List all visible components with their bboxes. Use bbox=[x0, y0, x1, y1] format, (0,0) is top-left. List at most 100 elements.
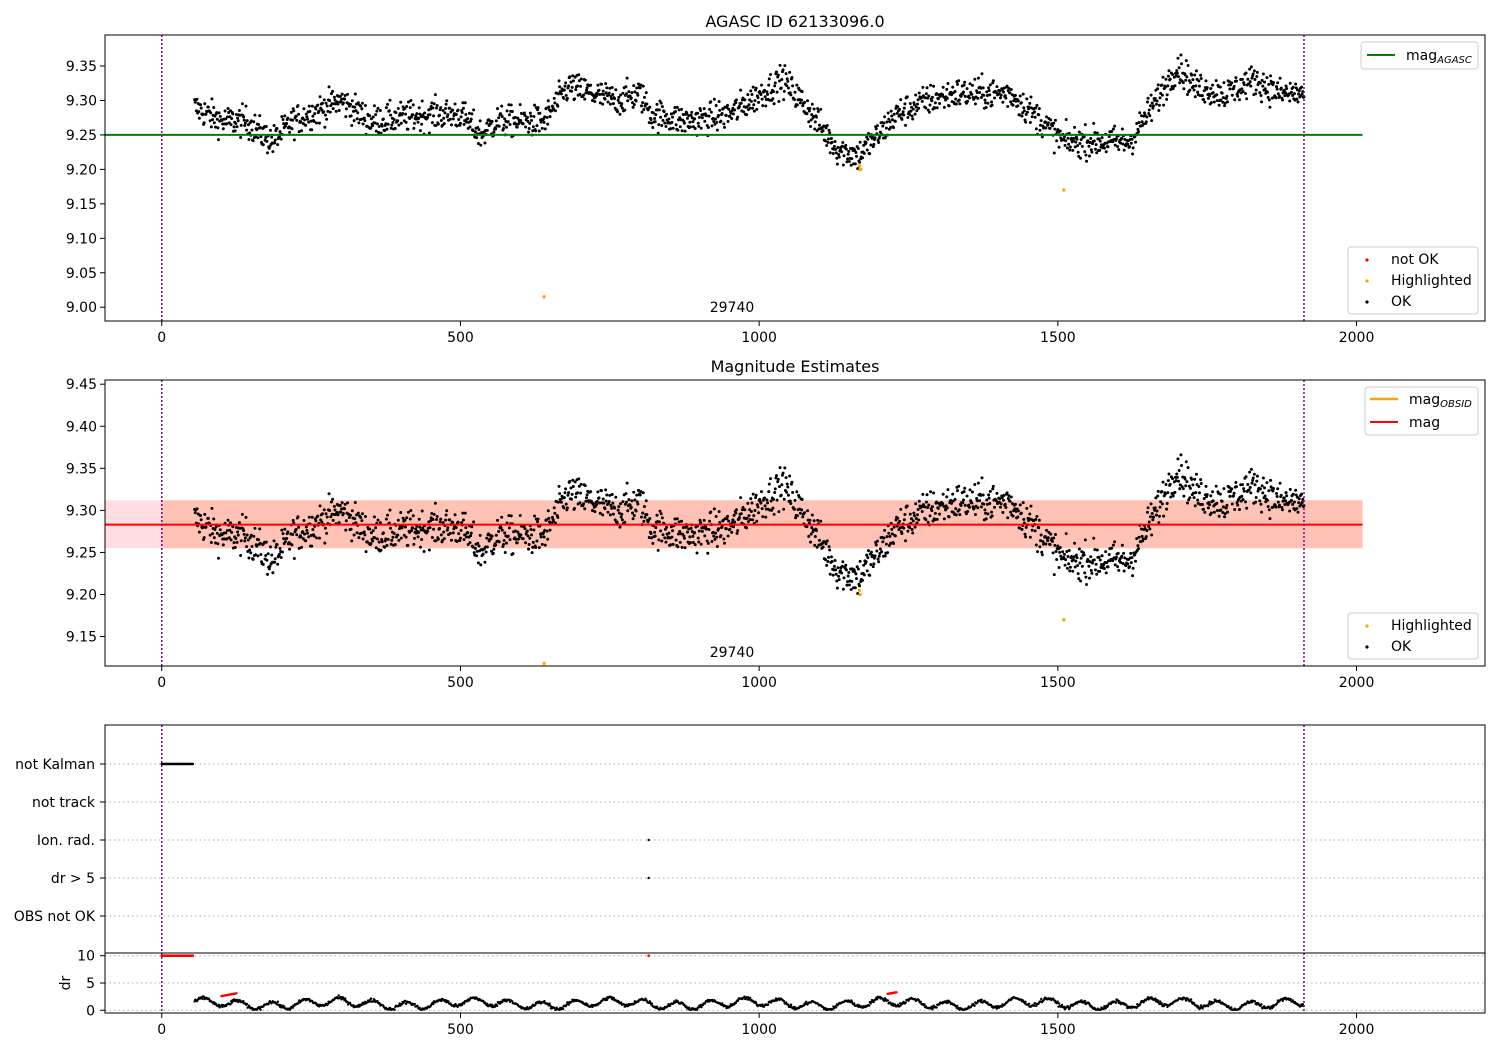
estimates-ok-point bbox=[887, 531, 891, 535]
estimates-ok-point bbox=[830, 560, 834, 564]
dr-point bbox=[207, 997, 211, 1001]
estimates-ok-point bbox=[875, 539, 879, 543]
estimates-ok-point bbox=[599, 489, 603, 493]
dr-point bbox=[852, 1002, 856, 1005]
estimates-ok-point bbox=[1269, 485, 1273, 489]
estimates-ok-point bbox=[764, 515, 768, 519]
estimates-ok-point bbox=[506, 534, 510, 538]
estimates-ok-point bbox=[987, 493, 991, 497]
agasc-ok-point bbox=[624, 85, 628, 89]
agasc-ok-point bbox=[515, 125, 519, 129]
estimates-ok-point bbox=[361, 537, 365, 541]
agasc-ok-point bbox=[886, 111, 890, 115]
estimates-ok-point bbox=[426, 529, 430, 533]
agasc-ok-point bbox=[1241, 90, 1245, 94]
agasc-ok-point bbox=[1175, 69, 1179, 73]
agasc-ok-point bbox=[872, 142, 876, 146]
estimates-ok-point bbox=[288, 547, 292, 551]
estimates-ok-point bbox=[760, 507, 764, 511]
agasc-ok-point bbox=[1240, 87, 1244, 91]
estimates-ok-point bbox=[300, 545, 304, 549]
estimates-ok-point bbox=[1246, 482, 1250, 486]
estimates-ok-point bbox=[1029, 504, 1033, 508]
estimates-ok-point bbox=[1283, 499, 1287, 503]
estimates-ok-point bbox=[1205, 493, 1209, 497]
estimates-ok-point bbox=[815, 529, 819, 533]
agasc-ok-point bbox=[406, 127, 410, 131]
estimates-ok-point bbox=[452, 527, 456, 531]
agasc-ok-point bbox=[1039, 123, 1043, 127]
estimates-ok-point bbox=[980, 476, 984, 480]
estimates-ok-point bbox=[1151, 518, 1155, 522]
agasc-ok-point bbox=[1080, 144, 1084, 148]
estimates-ok-point bbox=[336, 513, 340, 517]
agasc-ok-point bbox=[613, 97, 617, 101]
agasc-ok-point bbox=[289, 110, 293, 114]
agasc-ok-point bbox=[464, 120, 468, 124]
agasc-ok-point bbox=[1168, 77, 1172, 81]
estimates-ok-point bbox=[743, 508, 747, 512]
agasc-ok-point bbox=[824, 126, 828, 130]
estimates-ok-point bbox=[1028, 535, 1032, 539]
agasc-ok-point bbox=[677, 108, 681, 112]
agasc-ok-point bbox=[729, 111, 733, 115]
estimates-ok-point bbox=[548, 528, 552, 532]
estimates-ok-point bbox=[1038, 545, 1042, 549]
agasc-ok-point bbox=[1033, 115, 1037, 119]
agasc-ok-point bbox=[914, 105, 918, 109]
estimates-ok-point bbox=[834, 572, 838, 576]
estimates-ok-point bbox=[1242, 487, 1246, 491]
agasc-ok-point bbox=[1221, 96, 1225, 100]
estimates-ok-point bbox=[805, 525, 809, 529]
agasc-ok-point bbox=[710, 124, 714, 128]
estimates-ok-point bbox=[239, 554, 243, 558]
estimates-ok-point bbox=[1024, 535, 1028, 539]
estimates-ok-point bbox=[511, 552, 515, 556]
agasc-point-legend-box bbox=[1347, 246, 1479, 315]
agasc-ok-point bbox=[559, 92, 563, 96]
agasc-ok-point bbox=[1007, 86, 1011, 90]
estimates-ok-point bbox=[311, 527, 315, 531]
agasc-ok-point bbox=[979, 96, 983, 100]
agasc-ok-point bbox=[349, 102, 353, 106]
estimates-ok-point bbox=[1045, 528, 1049, 532]
estimates-ok-point bbox=[1054, 550, 1058, 554]
estimates-ok-point bbox=[1077, 547, 1081, 551]
agasc-ytick-label: 9.05 bbox=[66, 266, 97, 282]
estimates-ok-point bbox=[1249, 467, 1253, 471]
agasc-ok-point bbox=[376, 106, 380, 110]
estimates-ok-point bbox=[908, 512, 912, 516]
estimates-ok-point bbox=[929, 490, 933, 494]
agasc-ok-point bbox=[283, 114, 287, 118]
estimates-ok-point bbox=[835, 579, 839, 583]
estimates-ok-point bbox=[979, 493, 983, 497]
estimates-ok-point bbox=[283, 527, 287, 531]
estimates-ok-point bbox=[653, 534, 657, 538]
estimates-ok-point bbox=[619, 502, 623, 506]
estimates-ok-point bbox=[566, 493, 570, 497]
agasc-ok-point bbox=[883, 136, 887, 140]
estimates-ok-point bbox=[696, 536, 700, 540]
dr-point bbox=[368, 1000, 371, 1003]
estimates-ok-point bbox=[654, 526, 658, 530]
agasc-ok-point bbox=[1013, 93, 1017, 97]
agasc-ok-point bbox=[573, 97, 577, 101]
agasc-ok-point bbox=[589, 83, 593, 87]
dr-point bbox=[956, 1004, 959, 1008]
agasc-ok-point bbox=[1205, 86, 1209, 90]
estimates-ok-point bbox=[245, 545, 249, 549]
estimates-ok-point bbox=[1040, 550, 1044, 554]
estimates-ok-point bbox=[353, 501, 357, 505]
estimates-ok-point bbox=[573, 506, 577, 510]
agasc-ok-point bbox=[616, 110, 620, 114]
agasc-ok-point bbox=[773, 81, 777, 85]
agasc-ok-point bbox=[715, 128, 719, 132]
estimates-ok-point bbox=[723, 541, 727, 545]
estimates-ok-point bbox=[604, 499, 608, 503]
estimates-ok-point bbox=[352, 533, 356, 537]
estimates-ok-point bbox=[1155, 509, 1159, 513]
agasc-ok-point bbox=[602, 93, 606, 97]
agasc-ok-point bbox=[532, 115, 536, 119]
agasc-ok-point bbox=[598, 101, 602, 105]
estimates-ok-point bbox=[458, 536, 462, 540]
